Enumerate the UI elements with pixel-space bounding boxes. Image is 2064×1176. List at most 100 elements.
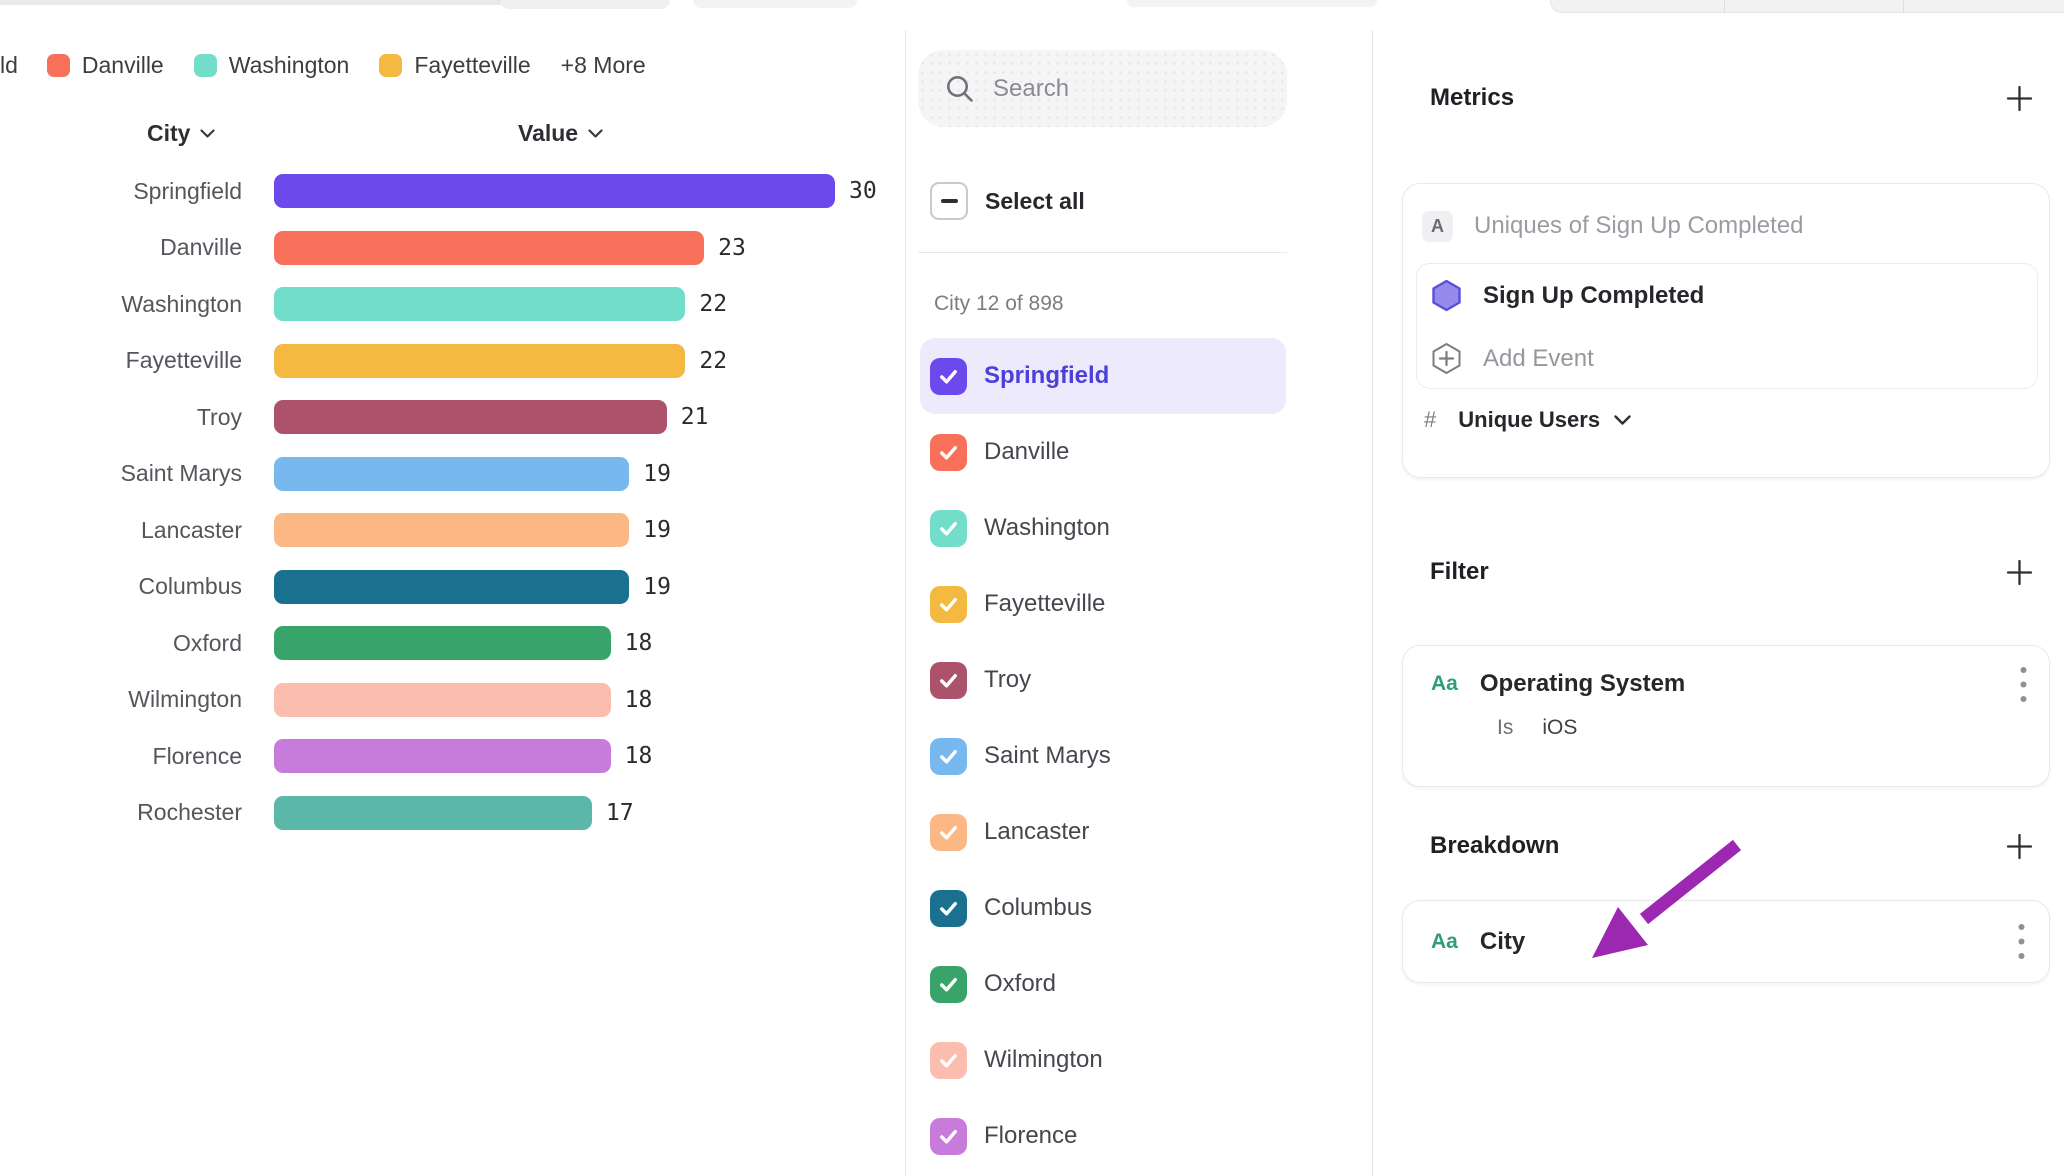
bar[interactable] (274, 456, 630, 491)
city-list-label: Columbus (984, 894, 1093, 921)
bar[interactable] (274, 682, 611, 717)
bar-value-label: 21 (680, 404, 709, 431)
add-filter-button[interactable] (2006, 559, 2033, 591)
filter-clause-row[interactable]: Is iOS (1497, 716, 2035, 740)
sort-header-city[interactable]: City (147, 120, 216, 147)
list-count-label: City 12 of 898 (934, 292, 1064, 315)
checkbox-checked[interactable] (930, 585, 967, 623)
kebab-menu-icon[interactable] (2018, 923, 2025, 960)
sort-header-value-label: Value (518, 120, 579, 146)
metric-row[interactable]: A Uniques of Sign Up Completed (1422, 210, 2035, 242)
city-list-item[interactable]: Saint Marys (920, 718, 1286, 794)
bar-category-label: Columbus (138, 573, 242, 600)
sort-header-value[interactable]: Value (518, 120, 603, 147)
checkbox-checked[interactable] (930, 509, 967, 547)
chevron-down-icon (200, 129, 216, 138)
bar[interactable] (274, 400, 667, 435)
checkbox-checked[interactable] (930, 737, 967, 775)
top-tab-stub (1127, 0, 1377, 7)
top-toolbar-stub (0, 0, 512, 5)
city-list-label: Florence (984, 1122, 1078, 1149)
panel-divider (905, 30, 906, 1176)
select-all-row[interactable]: Select all (930, 181, 1085, 221)
city-list-item[interactable]: Troy (920, 642, 1286, 718)
list-separator (918, 252, 1287, 253)
bar[interactable] (274, 795, 592, 830)
bar[interactable] (274, 287, 686, 322)
chart-legend: ld Danville Washington Fayetteville +8 More (0, 52, 646, 79)
add-metric-button[interactable] (2006, 85, 2033, 117)
city-list-label: Oxford (984, 970, 1057, 997)
checkbox-checked[interactable] (930, 813, 967, 851)
filter-value[interactable]: iOS (1542, 716, 1578, 739)
city-list-item[interactable]: Lancaster (920, 794, 1286, 870)
city-list-item[interactable]: Columbus (920, 870, 1286, 946)
bar-category-label: Rochester (137, 799, 242, 826)
city-list-item[interactable]: Oxford (920, 946, 1286, 1022)
legend-swatch-icon (46, 54, 70, 77)
bar-value-label: 18 (624, 686, 653, 713)
city-list-label: Wilmington (984, 1046, 1103, 1073)
bar-value-label: 22 (699, 291, 728, 318)
bar[interactable] (274, 626, 611, 661)
city-list-item[interactable]: Springfield (920, 338, 1286, 414)
legend-label: Danville (81, 52, 164, 78)
checkmark-icon (940, 1129, 957, 1143)
bar[interactable] (274, 739, 611, 774)
bar[interactable] (274, 230, 705, 265)
add-breakdown-button[interactable] (2006, 833, 2033, 865)
legend-item-clipped[interactable]: ld (0, 52, 18, 78)
chart-row: Saint Marys 19 (0, 446, 905, 503)
add-event-row[interactable]: Add Event (1431, 327, 2023, 390)
city-list-label: Saint Marys (984, 742, 1111, 769)
chart-row: Columbus 19 (0, 559, 905, 616)
measure-dropdown[interactable]: # Unique Users (1424, 404, 2035, 436)
city-list-item[interactable]: Fayetteville (920, 566, 1286, 642)
chart-row: Wilmington 18 (0, 672, 905, 729)
number-icon: # (1424, 407, 1437, 432)
bar-category-label: Springfield (133, 177, 242, 204)
checkbox-checked[interactable] (930, 889, 967, 927)
city-list-item[interactable]: Wilmington (920, 1022, 1286, 1098)
bar-category-label: Wilmington (128, 686, 242, 713)
chart-row: Troy 21 (0, 389, 905, 446)
bar[interactable] (274, 174, 835, 209)
legend-item[interactable]: Danville (46, 52, 164, 79)
bar-value-label: 19 (643, 460, 671, 487)
checkbox-checked[interactable] (930, 1041, 967, 1079)
checkbox-checked[interactable] (930, 1117, 967, 1155)
bar[interactable] (274, 513, 630, 548)
hexagon-event-icon (1432, 279, 1461, 312)
filter-property-row[interactable]: Aa Operating System (1431, 666, 2035, 703)
search-input[interactable] (991, 73, 1275, 104)
bar[interactable] (274, 343, 686, 378)
checkbox-checked[interactable] (930, 433, 967, 471)
city-list-item[interactable]: Danville (920, 414, 1286, 490)
checkbox-checked[interactable] (930, 357, 967, 395)
chevron-down-icon (588, 129, 603, 138)
checkbox-checked[interactable] (930, 965, 967, 1003)
breakdown-header: Breakdown (1430, 832, 1560, 859)
checkmark-icon (940, 445, 957, 459)
top-tab-stub (693, 0, 857, 8)
city-list-label: Lancaster (984, 818, 1090, 845)
city-list-label: Troy (984, 666, 1032, 693)
chart-row: Rochester 17 (0, 785, 905, 842)
breakdown-property-row[interactable]: Aa City (1431, 901, 2035, 982)
event-row[interactable]: Sign Up Completed (1431, 264, 2023, 327)
search-box[interactable] (918, 50, 1287, 127)
city-list-item[interactable]: Washington (920, 490, 1286, 566)
kebab-menu-icon[interactable] (2020, 666, 2027, 703)
filter-operator[interactable]: Is (1497, 716, 1514, 739)
legend-item[interactable]: Washington (193, 52, 349, 79)
select-all-checkbox-indeterminate[interactable] (930, 182, 968, 220)
bar-value-label: 18 (624, 630, 653, 657)
bar[interactable] (274, 569, 630, 604)
checkmark-icon (940, 825, 957, 839)
checkmark-icon (940, 521, 957, 535)
legend-more-button[interactable]: +8 More (560, 52, 646, 78)
checkbox-checked[interactable] (930, 661, 967, 699)
legend-item[interactable]: Fayetteville (379, 52, 531, 79)
city-list-item[interactable]: Florence (920, 1098, 1286, 1174)
bar-category-label: Florence (152, 742, 242, 769)
